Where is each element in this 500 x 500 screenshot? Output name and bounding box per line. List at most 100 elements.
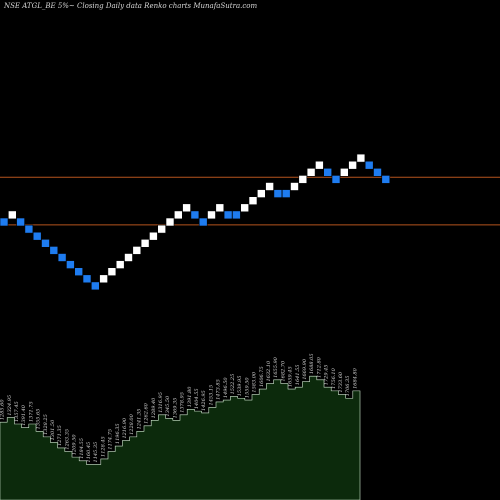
down-brick: [0, 217, 9, 227]
up-brick: [298, 175, 308, 184]
volume-area: [0, 375, 361, 500]
volume-label: 1145.35: [93, 442, 99, 463]
down-brick: [32, 231, 42, 241]
volume-label: 1473.85: [216, 379, 222, 400]
volume-labels: 1285.60 1324.95 1357.45 1391.40 1371.75 1355.…: [0, 353, 358, 462]
up-brick: [182, 203, 191, 213]
volume-label: 1355.65: [36, 409, 42, 430]
down-brick: [273, 189, 283, 198]
up-brick: [132, 246, 142, 255]
volume-label: 1316.95: [158, 392, 164, 413]
volume-label: 1271.35: [57, 425, 63, 446]
down-brick: [41, 239, 50, 248]
down-brick: [198, 217, 208, 227]
volume-label: 1391.40: [21, 404, 27, 425]
volume-label: 1184.55: [79, 438, 85, 459]
volume-label: 1706.35: [345, 376, 351, 397]
volume-label: 1285.60: [0, 399, 6, 420]
up-brick: [8, 210, 17, 220]
up-brick: [290, 182, 299, 191]
up-brick: [240, 203, 249, 213]
volume-label: 1328.25: [43, 414, 49, 435]
down-brick: [381, 175, 391, 184]
up-brick: [99, 274, 108, 284]
up-brick: [107, 267, 117, 277]
down-brick: [223, 210, 233, 220]
volume-label: 1733.60: [338, 371, 344, 392]
down-brick: [66, 260, 75, 269]
volume-label: 1391.80: [187, 386, 193, 407]
volume-label: 1369.35: [172, 398, 178, 419]
volume-label: 1289.40: [151, 397, 157, 418]
up-brick: [157, 224, 166, 234]
volume-label: 1241.35: [136, 409, 142, 430]
volume-label: 1682.70: [280, 360, 286, 381]
volume-label: 1632.10: [266, 360, 272, 381]
up-brick: [265, 182, 274, 191]
up-brick: [174, 210, 183, 220]
up-brick: [115, 260, 125, 269]
volume-label: 1357.45: [14, 401, 20, 422]
up-brick: [124, 253, 133, 262]
volume-label: 1688.05: [309, 353, 315, 374]
up-brick: [215, 203, 225, 213]
volume-label: 1324.95: [7, 395, 13, 416]
down-brick: [74, 267, 83, 277]
volume-label: 1453.15: [208, 385, 214, 406]
volume-label: 1641.55: [295, 365, 301, 386]
volume-label: 1756.10: [331, 367, 337, 388]
volume-label: 1128.45: [100, 436, 106, 457]
renko-bricks: [0, 153, 391, 291]
volume-label: 1606.75: [259, 366, 265, 387]
down-brick: [364, 160, 374, 170]
volume-label: 1426.95: [201, 390, 207, 411]
volume-label: 1216.90: [122, 417, 128, 438]
up-brick: [248, 196, 258, 205]
up-brick: [149, 231, 158, 241]
volume-label: 1659.45: [288, 366, 294, 387]
volume-label: 1263.35: [64, 429, 70, 450]
volume-label: 1228.00: [129, 413, 135, 434]
volume-label: 1174.75: [108, 429, 114, 450]
down-brick: [24, 224, 34, 234]
down-brick: [91, 281, 100, 291]
volume-label: 1496.50: [223, 377, 229, 398]
volume-label: 1522.25: [230, 374, 236, 395]
volume-label: 1559.50: [244, 377, 250, 398]
volume-label: 1209.50: [72, 434, 78, 455]
chart-title: NSE ATGL_BE 5%~ Closing Daily data Renko…: [4, 2, 258, 10]
up-brick: [165, 217, 175, 227]
volume-label: 1371.75: [28, 401, 34, 422]
down-brick: [16, 217, 25, 227]
down-brick: [190, 210, 200, 220]
volume-label: 1262.60: [144, 402, 150, 423]
up-brick: [348, 160, 357, 170]
reference-lines: [0, 176, 500, 226]
volume-area-path: [0, 375, 361, 500]
down-brick: [49, 246, 59, 255]
up-brick: [315, 160, 324, 170]
up-brick: [339, 168, 349, 177]
volume-label: 1345.50: [165, 395, 171, 416]
up-brick: [207, 210, 216, 220]
down-brick: [323, 168, 333, 177]
volume-label: 1684.80: [352, 367, 358, 388]
up-brick: [256, 189, 266, 198]
up-brick: [140, 239, 150, 248]
down-brick: [232, 210, 241, 220]
down-brick: [57, 253, 67, 262]
volume-label: 1729.45: [324, 365, 330, 386]
down-brick: [82, 274, 92, 284]
volume-label: 1378.95: [180, 392, 186, 413]
volume-label: 1669.90: [302, 358, 308, 379]
volume-label: 1160.45: [86, 442, 92, 463]
volume-label: 1404.55: [194, 388, 200, 409]
up-brick: [356, 153, 366, 163]
down-brick: [281, 189, 291, 198]
down-brick: [331, 175, 341, 184]
up-brick: [306, 168, 316, 177]
volume-label: 1539.95: [237, 376, 243, 397]
volume-label: 1301.50: [50, 419, 56, 440]
volume-label: 1655.90: [273, 356, 279, 377]
